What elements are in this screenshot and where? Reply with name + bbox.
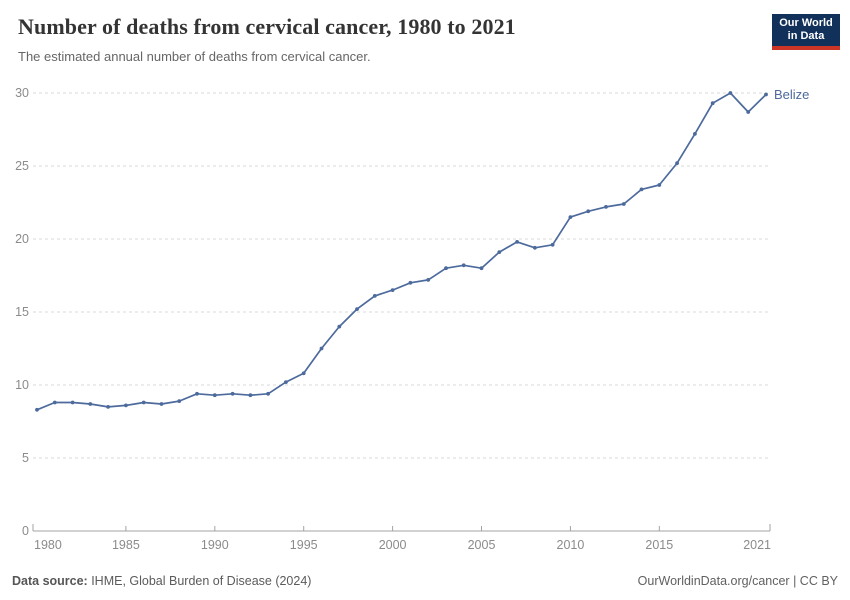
y-tick-label: 30 — [15, 86, 29, 100]
license-badge[interactable]: CC BY — [799, 574, 838, 588]
x-tick-label: 2005 — [468, 538, 496, 552]
chart-subtitle: The estimated annual number of deaths fr… — [18, 49, 371, 64]
y-tick-label: 0 — [22, 524, 29, 538]
data-point[interactable] — [106, 405, 110, 409]
y-tick-label: 25 — [15, 159, 29, 173]
data-point[interactable] — [319, 346, 324, 351]
data-point[interactable] — [550, 242, 555, 247]
chart-title: Number of deaths from cervical cancer, 1… — [18, 14, 516, 39]
data-point[interactable] — [141, 400, 146, 405]
x-tick-label: 2010 — [557, 538, 585, 552]
data-point[interactable] — [284, 380, 288, 384]
x-tick-label: 2021 — [743, 538, 771, 552]
data-point[interactable] — [693, 132, 697, 136]
data-point[interactable] — [212, 393, 217, 398]
y-axis: 0 5 10 15 20 25 30 — [15, 86, 29, 538]
data-point[interactable] — [195, 391, 199, 396]
data-point[interactable] — [355, 307, 359, 311]
data-point[interactable] — [461, 263, 466, 268]
data-point[interactable] — [444, 266, 448, 271]
data-point[interactable] — [728, 91, 733, 95]
data-point[interactable] — [533, 245, 537, 250]
data-point[interactable] — [230, 391, 235, 396]
x-tick-label: 1990 — [201, 538, 229, 552]
data-point[interactable] — [479, 266, 484, 271]
data-point[interactable] — [426, 278, 431, 282]
gridlines — [33, 92, 770, 459]
data-point[interactable] — [675, 161, 679, 165]
data-point[interactable] — [497, 250, 502, 255]
x-tick-label: 1985 — [112, 538, 140, 552]
data-point[interactable] — [657, 183, 662, 187]
data-point[interactable] — [408, 280, 413, 285]
owid-logo-line1: Our World — [779, 17, 833, 29]
data-point[interactable] — [621, 202, 626, 206]
data-point[interactable] — [515, 240, 519, 244]
x-tick-label: 2000 — [379, 538, 407, 552]
data-point[interactable] — [586, 209, 591, 214]
data-point[interactable] — [266, 391, 270, 396]
series-belize — [35, 91, 768, 412]
data-source-label: Data source: — [12, 574, 88, 588]
data-point[interactable] — [159, 402, 164, 406]
data-point[interactable] — [710, 101, 715, 106]
x-tick-label: 1995 — [290, 538, 318, 552]
data-point[interactable] — [35, 407, 39, 412]
data-point[interactable] — [746, 110, 751, 114]
data-source-text: IHME, Global Burden of Disease (2024) — [87, 574, 312, 588]
y-tick-label: 5 — [22, 451, 29, 465]
chart-footer: Data source: IHME, Global Burden of Dise… — [12, 574, 838, 588]
data-point[interactable] — [568, 215, 573, 220]
chart-header: Number of deaths from cervical cancer, 1… — [18, 14, 758, 64]
owid-logo[interactable]: Our World in Data — [772, 14, 840, 50]
data-point[interactable] — [337, 324, 342, 329]
data-point[interactable] — [177, 399, 182, 403]
data-point[interactable] — [124, 403, 128, 408]
line-chart[interactable]: 1980 1985 1990 1995 2000 2005 2010 2015 2021 051… — [0, 80, 850, 560]
data-point[interactable] — [88, 402, 93, 406]
footer-separator: | — [789, 574, 800, 588]
belize-line[interactable] — [36, 92, 767, 411]
owid-url-link[interactable]: OurWorldinData.org/cancer — [637, 574, 790, 588]
entity-label[interactable]: Belize — [774, 87, 809, 102]
data-point[interactable] — [70, 400, 75, 405]
data-point[interactable] — [372, 294, 377, 298]
y-tick-label: 20 — [15, 232, 29, 246]
footer-credits: OurWorldinData.org/cancer | CC BY — [638, 574, 838, 588]
y-tick-label: 15 — [15, 305, 29, 319]
data-point[interactable] — [248, 393, 253, 398]
y-tick-label: 10 — [15, 378, 29, 392]
data-source-note: Data source: IHME, Global Burden of Dise… — [12, 574, 311, 588]
x-axis: 1980 1985 1990 1995 2000 2005 2010 2015 2021 — [32, 524, 771, 552]
owid-logo-line2: in Data — [787, 30, 825, 42]
x-tick-label: 2015 — [645, 538, 673, 552]
data-point[interactable] — [764, 92, 768, 97]
data-point[interactable] — [390, 288, 395, 292]
x-tick-label: 1980 — [34, 538, 62, 552]
data-point[interactable] — [52, 400, 57, 405]
data-point[interactable] — [639, 187, 644, 192]
data-point[interactable] — [301, 371, 306, 376]
data-point[interactable] — [604, 205, 608, 209]
